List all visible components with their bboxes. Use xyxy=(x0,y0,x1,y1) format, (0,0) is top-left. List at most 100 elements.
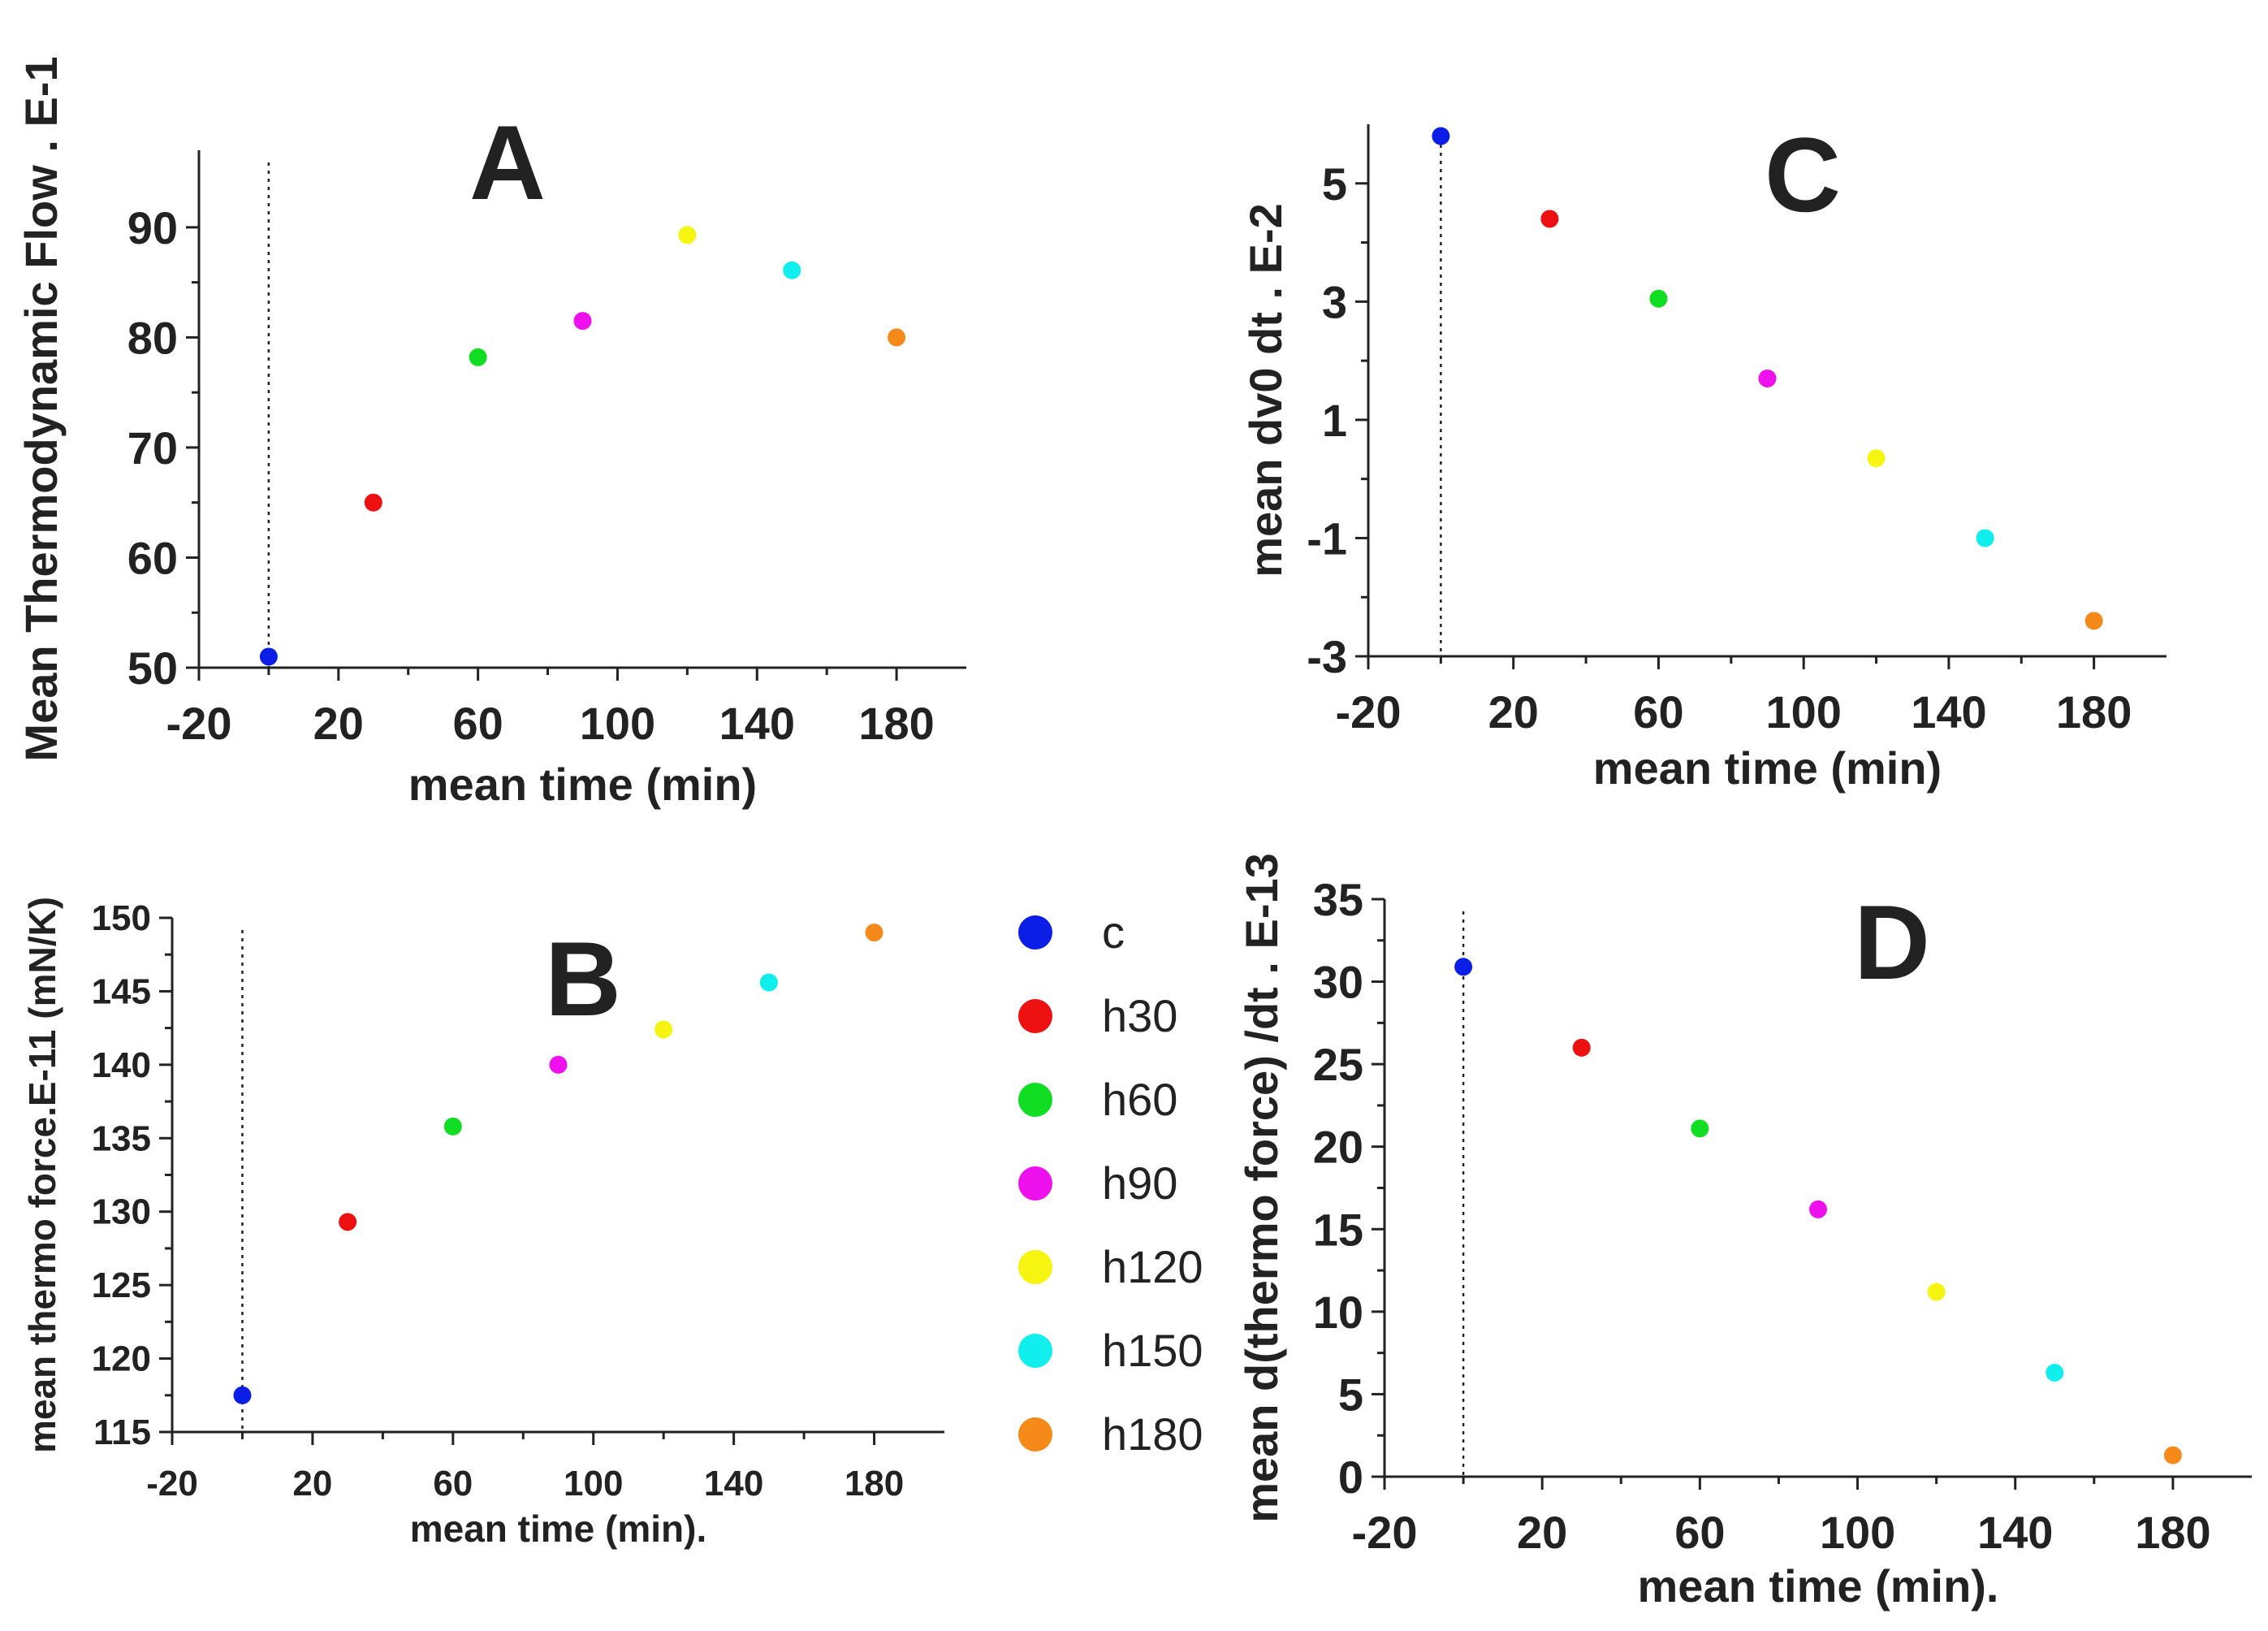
y-tick-label: 10 xyxy=(1313,1287,1363,1338)
y-tick-label: 125 xyxy=(92,1265,151,1305)
data-point-h180 xyxy=(2163,1446,2182,1464)
panel-label: B xyxy=(545,919,621,1038)
y-tick-label: 145 xyxy=(92,971,151,1011)
data-point-h150 xyxy=(783,261,801,279)
data-point-h60 xyxy=(469,348,487,366)
legend-label-h90: h90 xyxy=(1102,1157,1177,1209)
x-tick-label: 20 xyxy=(1517,1507,1567,1558)
legend-label-h150: h150 xyxy=(1102,1325,1203,1376)
panel-b: -20 20 60 100 140 180 115 120 125 130 135 140 145 150… xyxy=(21,897,944,1550)
y-axis-title: mean thermo force.E-11 (mN/K) xyxy=(21,897,63,1453)
x-tick-label: 180 xyxy=(858,698,934,749)
y-tick-label: 5 xyxy=(1338,1369,1363,1420)
legend-label-h60: h60 xyxy=(1102,1074,1177,1125)
panel-a: -20 20 60 100 140 180 50 60 70 80 90 mean time (min… xyxy=(15,56,966,810)
legend-label-c: c xyxy=(1102,906,1125,958)
x-tick-label: 140 xyxy=(1911,686,1986,738)
data-point-h120 xyxy=(654,1020,673,1039)
x-tick-label: 140 xyxy=(719,698,795,749)
x-tick-label: 180 xyxy=(2135,1507,2210,1558)
x-axis-title: mean time (min) xyxy=(1593,742,1942,794)
y-tick-label: 30 xyxy=(1313,957,1363,1008)
data-point-h120 xyxy=(1867,449,1886,468)
x-tick-label: 20 xyxy=(313,698,364,749)
legend-marker-h120 xyxy=(1018,1250,1052,1284)
x-axis-title: mean time (min). xyxy=(1638,1560,1999,1612)
panel-label: C xyxy=(1765,115,1841,234)
data-point-h30 xyxy=(364,493,382,512)
y-tick-label: 150 xyxy=(92,898,151,938)
x-tick-label: 20 xyxy=(292,1464,332,1503)
y-tick-label: 135 xyxy=(92,1118,151,1158)
y-tick-label: 15 xyxy=(1313,1204,1363,1255)
legend-marker-h30 xyxy=(1018,999,1052,1033)
data-point-c xyxy=(259,647,278,666)
legend-label-h30: h30 xyxy=(1102,990,1177,1041)
legend-marker-c xyxy=(1018,915,1052,950)
y-tick-label: 60 xyxy=(127,532,178,583)
legend-label-h120: h120 xyxy=(1102,1241,1203,1292)
panel-c: -20 20 60 100 140 180 -3 -1 1 3 5 mean time (min) me… xyxy=(1240,115,2166,794)
panel-label: A xyxy=(469,103,546,222)
y-tick-label: -1 xyxy=(1307,513,1347,564)
x-tick-label: -20 xyxy=(1336,686,1402,738)
x-tick-label: 100 xyxy=(564,1464,623,1503)
y-tick-label: -3 xyxy=(1307,631,1347,682)
legend-marker-h180 xyxy=(1018,1417,1052,1451)
data-point-h120 xyxy=(1927,1283,1946,1301)
x-axis-title: mean time (min). xyxy=(410,1508,707,1550)
x-tick-label: 180 xyxy=(845,1464,904,1503)
y-tick-label: 35 xyxy=(1313,874,1363,925)
x-tick-label: 100 xyxy=(1820,1507,1895,1558)
y-tick-label: 3 xyxy=(1322,276,1347,327)
y-tick-label: 5 xyxy=(1322,158,1347,210)
y-tick-label: 25 xyxy=(1313,1039,1363,1090)
x-tick-label: -20 xyxy=(166,698,232,749)
y-axis-title: mean d(thermo force) /dt . E-13 xyxy=(1236,853,1287,1523)
y-tick-label: 50 xyxy=(127,642,178,694)
data-point-h90 xyxy=(573,312,592,331)
x-tick-label: 20 xyxy=(1488,686,1539,738)
legend-marker-h90 xyxy=(1018,1166,1052,1201)
x-tick-label: 180 xyxy=(2056,686,2132,738)
data-point-h30 xyxy=(1572,1038,1591,1057)
y-tick-label: 80 xyxy=(127,312,178,363)
data-point-h150 xyxy=(759,973,778,992)
x-tick-label: 140 xyxy=(704,1464,763,1503)
y-tick-label: 140 xyxy=(92,1045,151,1085)
y-tick-label: 120 xyxy=(92,1339,151,1379)
panel-label: D xyxy=(1854,883,1930,1002)
legend-marker-h150 xyxy=(1018,1334,1052,1368)
x-tick-label: 60 xyxy=(1633,686,1683,738)
x-tick-label: 60 xyxy=(1674,1507,1725,1558)
data-point-h30 xyxy=(339,1213,357,1231)
x-tick-label: 60 xyxy=(433,1464,473,1503)
y-tick-label: 20 xyxy=(1313,1122,1363,1173)
y-tick-label: 0 xyxy=(1338,1451,1363,1503)
y-tick-label: 1 xyxy=(1322,395,1347,446)
x-tick-label: -20 xyxy=(1352,1507,1418,1558)
data-point-h90 xyxy=(549,1055,568,1074)
data-point-h120 xyxy=(678,226,697,244)
x-tick-label: 100 xyxy=(1765,686,1841,738)
x-tick-label: -20 xyxy=(146,1464,198,1503)
data-point-c xyxy=(233,1386,252,1404)
x-axis-title: mean time (min) xyxy=(408,759,757,810)
data-point-c xyxy=(1432,127,1450,145)
y-tick-label: 90 xyxy=(127,202,178,253)
data-point-h180 xyxy=(865,924,883,942)
data-point-h60 xyxy=(1691,1119,1709,1138)
x-tick-label: 140 xyxy=(1977,1507,2053,1558)
panel-d: -20 20 60 100 140 180 0 5 10 15 20 25 30 35 mean time … xyxy=(1236,853,2252,1612)
legend: c h30 h60 h90 h120 h150 h180 xyxy=(1018,906,1203,1460)
data-point-h30 xyxy=(1540,210,1559,228)
legend-label-h180: h180 xyxy=(1102,1408,1203,1460)
data-point-h180 xyxy=(2084,612,2103,630)
x-tick-label: 100 xyxy=(580,698,655,749)
data-point-c xyxy=(1454,958,1473,976)
data-point-h60 xyxy=(443,1117,462,1136)
y-tick-label: 115 xyxy=(93,1413,151,1452)
x-tick-label: 60 xyxy=(452,698,503,749)
data-point-h60 xyxy=(1649,289,1668,308)
